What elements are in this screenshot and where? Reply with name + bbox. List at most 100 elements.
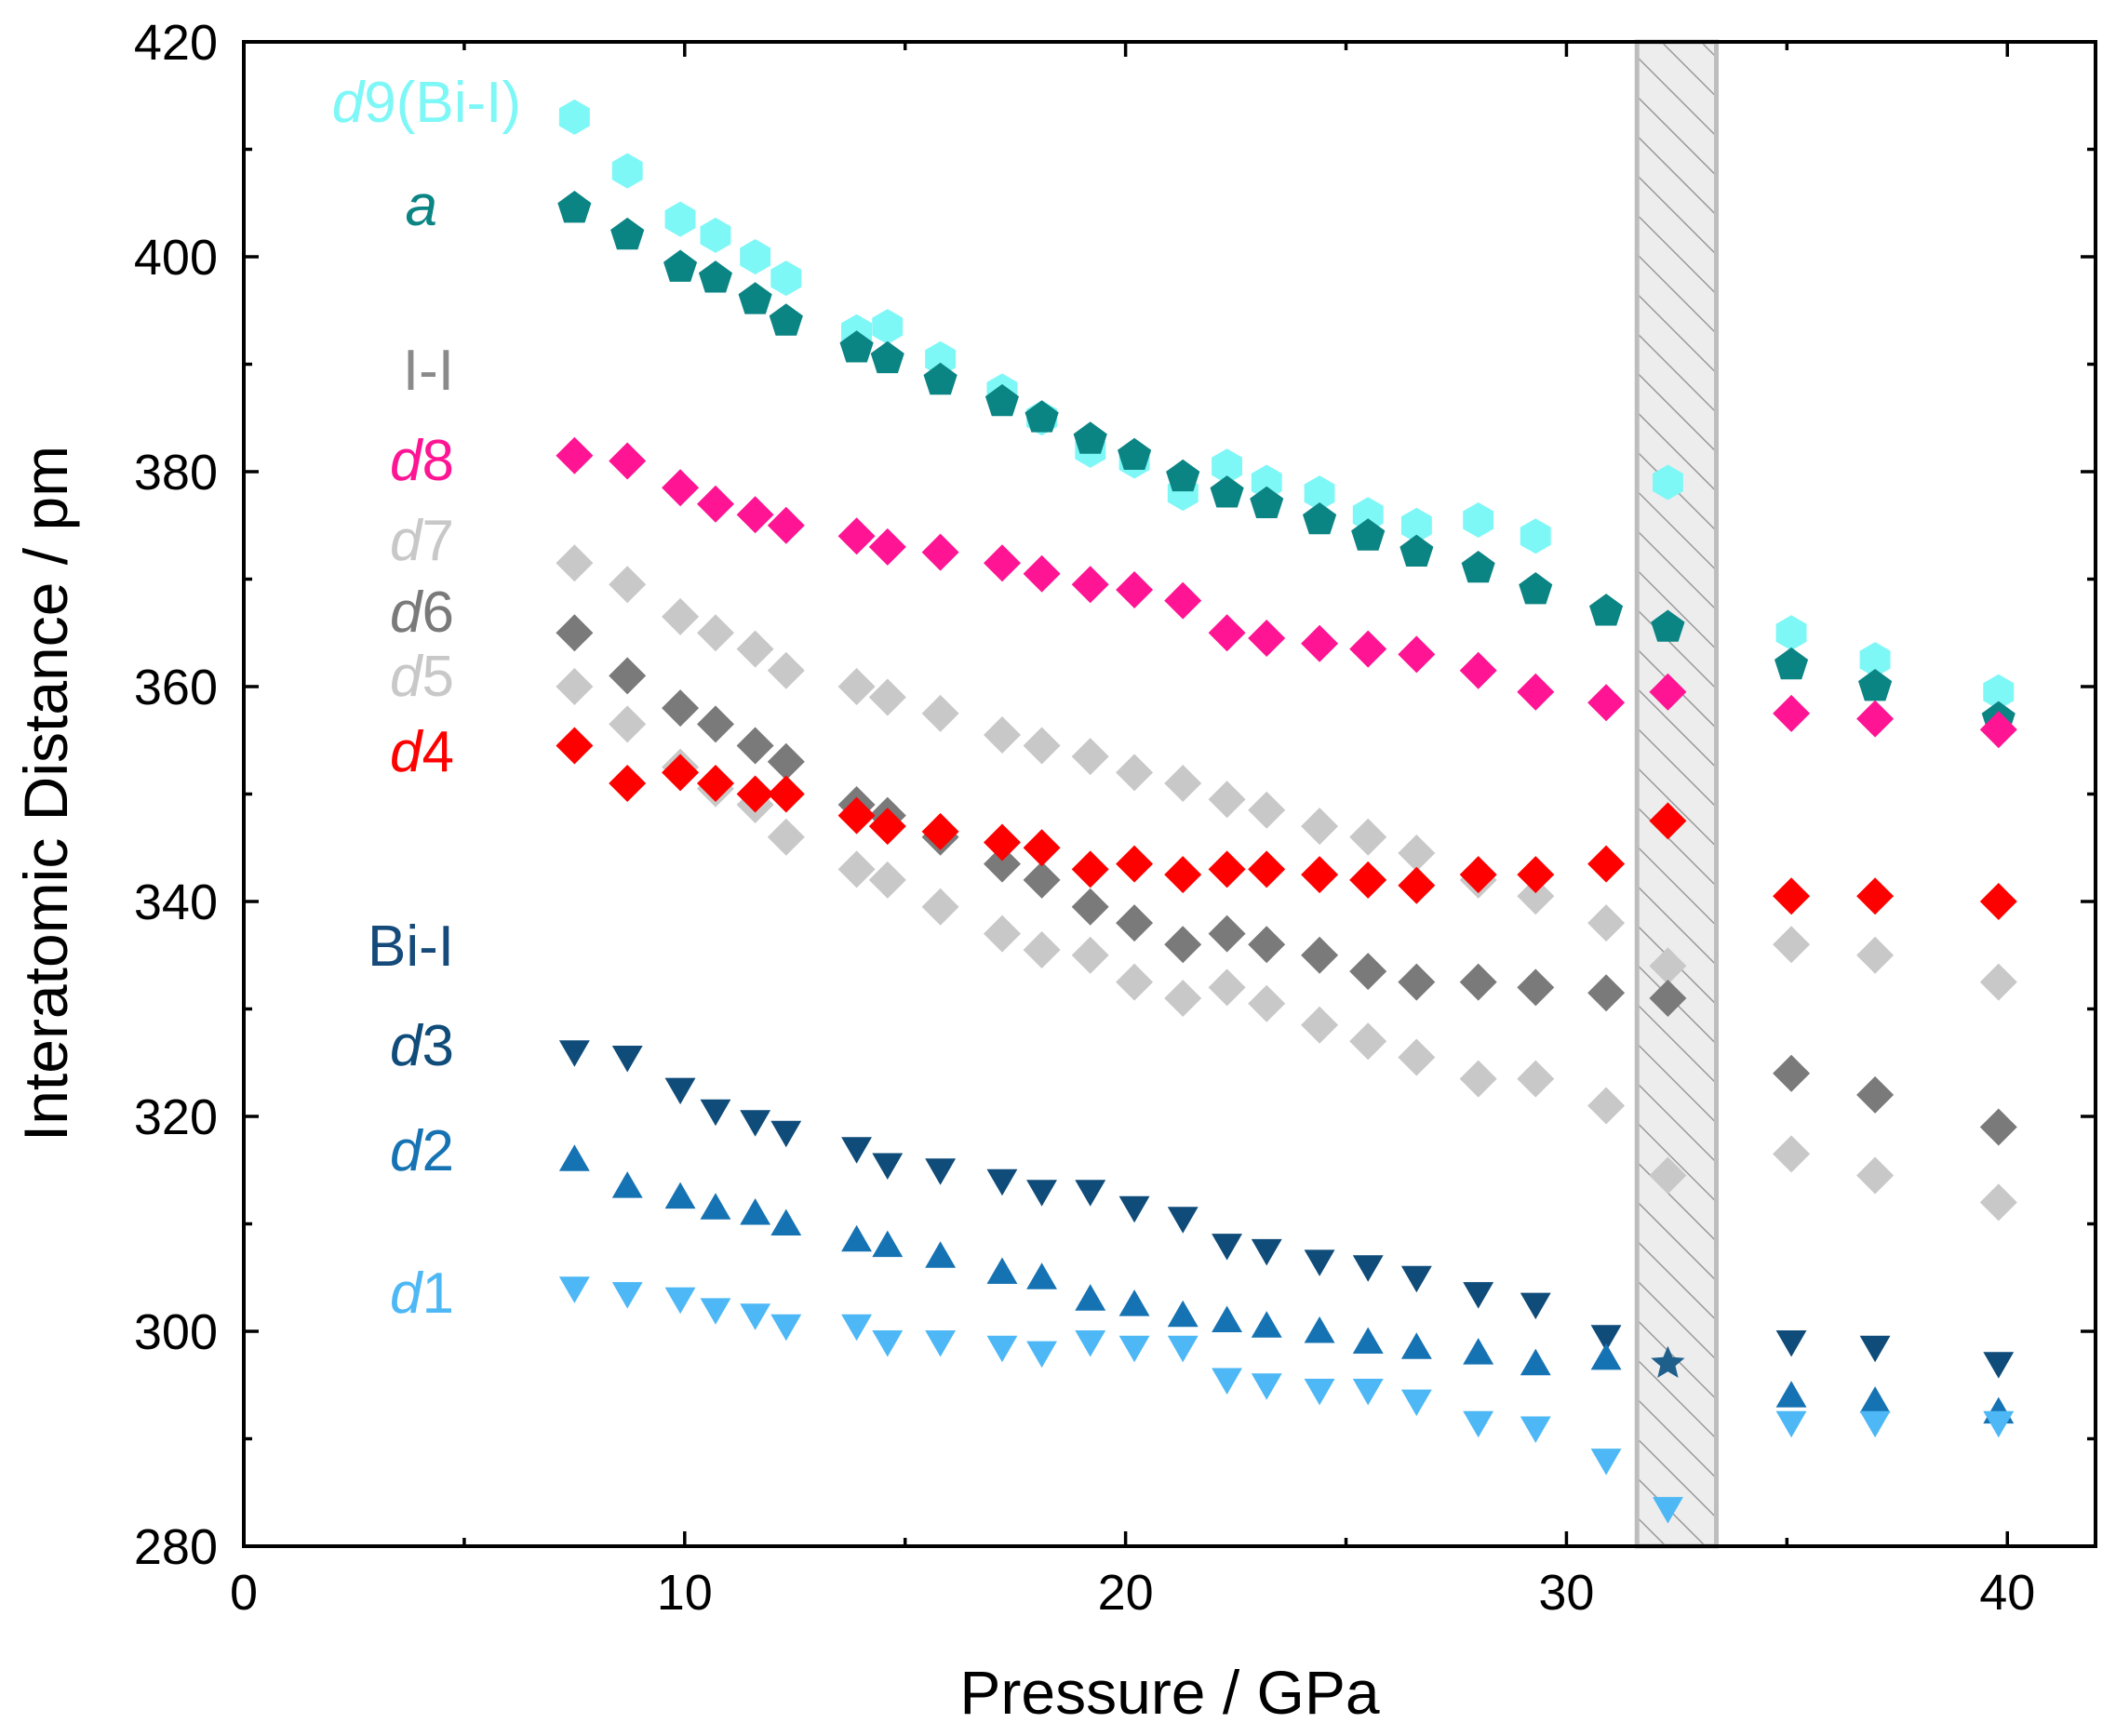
data-point: [921, 694, 959, 732]
data-point: [1075, 1284, 1106, 1311]
data-point: [697, 485, 734, 523]
data-point: [1775, 1410, 1807, 1438]
data-point: [663, 249, 698, 282]
data-point: [697, 705, 734, 743]
legend-label-d3: d3: [390, 1014, 454, 1078]
data-point: [1023, 861, 1061, 899]
data-point: [1587, 1087, 1626, 1125]
x-tick-label: 40: [1979, 1565, 2035, 1621]
data-point: [700, 1298, 731, 1325]
data-point: [1352, 1255, 1384, 1282]
data-point: [1251, 1311, 1282, 1338]
data-point: [1352, 497, 1384, 533]
data-point: [1301, 808, 1339, 846]
data-point: [1463, 1338, 1494, 1365]
data-point: [1983, 674, 2015, 710]
data-point: [1075, 1180, 1106, 1207]
data-point: [1303, 502, 1337, 535]
data-point: [662, 689, 700, 728]
data-point: [872, 1330, 904, 1357]
data-point: [1248, 791, 1286, 829]
data-point: [558, 1276, 590, 1303]
data-point: [1517, 877, 1555, 915]
data-point: [1979, 1108, 2017, 1146]
data-point: [1773, 1054, 1811, 1092]
data-point: [1858, 669, 1893, 701]
axes-layer: 0 10 20 30 40 280 300 320 340 360 380 400 420: [134, 15, 2097, 1621]
data-point: [1116, 904, 1154, 942]
data-point: [1164, 856, 1202, 894]
data-point: [556, 727, 594, 765]
data-point: [558, 1040, 590, 1067]
data-point: [839, 330, 874, 363]
data-point: [1774, 647, 1809, 680]
data-point: [1212, 1368, 1242, 1395]
data-point: [770, 1209, 802, 1235]
data-point: [837, 517, 876, 555]
data-point: [1773, 694, 1811, 732]
data-point: [1164, 581, 1202, 620]
data-point: [1118, 1335, 1150, 1363]
data-point: [986, 1257, 1018, 1284]
data-point: [1398, 835, 1436, 872]
data-point: [1983, 1410, 2015, 1438]
x-tick-label: 0: [230, 1565, 258, 1621]
data-point: [1400, 1389, 1432, 1417]
data-point: [1208, 781, 1246, 819]
legend-label-i-i: I-I: [403, 339, 454, 403]
data-point: [740, 1110, 771, 1137]
data-point: [1248, 850, 1286, 888]
data-point: [1026, 1341, 1057, 1369]
series-d8: [556, 436, 2017, 749]
data-point: [1304, 1379, 1335, 1406]
data-point: [1461, 551, 1495, 583]
data-point: [767, 818, 805, 856]
data-point: [767, 742, 805, 781]
data-point: [925, 341, 957, 377]
data-point: [1859, 1335, 1891, 1363]
data-point: [872, 1153, 904, 1180]
data-point: [1979, 963, 2017, 1001]
data-point: [837, 668, 876, 705]
data-point: [1773, 1135, 1811, 1173]
data-point: [868, 678, 906, 716]
data-point: [1023, 554, 1061, 593]
data-point: [1775, 615, 1807, 651]
data-point: [1166, 459, 1200, 492]
data-point: [1520, 1292, 1551, 1320]
data-point: [1400, 507, 1432, 543]
data-point: [1071, 850, 1109, 888]
data-point: [770, 1314, 802, 1342]
data-point: [1859, 1410, 1891, 1438]
data-point: [925, 1158, 957, 1185]
data-point: [1164, 765, 1202, 802]
series-d7: [556, 544, 2017, 1001]
data-point: [1301, 1006, 1339, 1044]
data-point: [1856, 1075, 1895, 1114]
data-point: [662, 469, 700, 507]
legend-label-d9: d9(Bi-I): [332, 71, 521, 135]
data-point: [1071, 738, 1109, 776]
data-point: [1349, 953, 1387, 991]
data-point: [868, 861, 906, 899]
data-point: [868, 808, 906, 846]
data-point: [1251, 1373, 1282, 1400]
data-point: [1116, 754, 1154, 792]
data-point: [1398, 1038, 1436, 1076]
data-point: [1459, 1060, 1497, 1098]
data-point: [1071, 566, 1109, 604]
data-point: [1463, 1410, 1494, 1438]
data-point: [1459, 963, 1497, 1001]
data-point: [1349, 861, 1387, 899]
data-point: [1071, 888, 1109, 926]
legend-label-d6: d6: [390, 581, 454, 645]
data-point: [1071, 936, 1109, 974]
data-point: [664, 1287, 696, 1315]
data-point: [697, 614, 734, 652]
data-point: [609, 657, 647, 695]
data-point: [1349, 818, 1387, 856]
data-point: [925, 1330, 957, 1357]
data-point: [1459, 651, 1497, 689]
data-point: [925, 1241, 957, 1268]
